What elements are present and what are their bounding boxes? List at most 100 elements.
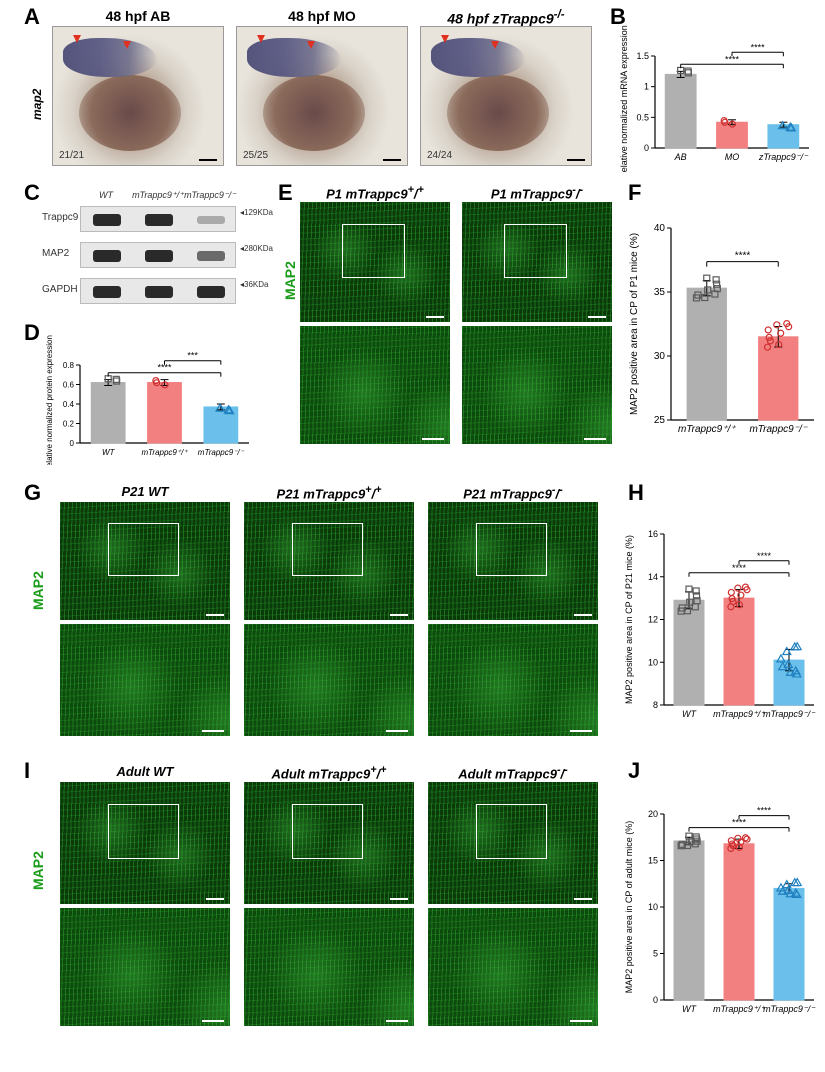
- scale-bar: [574, 898, 592, 900]
- fluor-title: Adult WT: [60, 764, 230, 779]
- scale-bar: [386, 1020, 408, 1022]
- svg-text:14: 14: [648, 572, 658, 582]
- arrowhead-icon: [491, 41, 499, 49]
- fluor-image-zoom: [60, 908, 230, 1026]
- fluor-title: P21 WT: [60, 484, 230, 499]
- scale-bar: [567, 159, 585, 161]
- wb-lane-label: mTrappc9⁺/⁺: [132, 190, 184, 201]
- wb-kda: ◂129KDa: [240, 208, 273, 217]
- svg-text:****: ****: [751, 42, 766, 52]
- wb-row-label: MAP2: [42, 248, 69, 259]
- western-blot: WTmTrappc9⁺/⁺mTrappc9⁻/⁻Trappc9◂129KDaMA…: [48, 192, 248, 312]
- fluor-title: P21 mTrappc9+/+: [244, 484, 414, 501]
- svg-text:****: ****: [757, 806, 772, 816]
- fluor-image-top: [428, 502, 598, 620]
- fluor-image-zoom: [244, 624, 414, 736]
- scale-bar: [422, 438, 444, 440]
- ish-image-0: 21/21: [52, 26, 224, 166]
- fluor-title: Adult mTrappc9-/-: [428, 764, 598, 781]
- svg-text:Relative normalized mRNA expre: Relative normalized mRNA expression: [619, 25, 629, 172]
- svg-text:mTrappc9⁻/⁻: mTrappc9⁻/⁻: [198, 448, 245, 457]
- wb-kda: ◂36KDa: [240, 280, 268, 289]
- panel-label-e: E: [278, 180, 293, 206]
- wb-lane-label: mTrappc9⁻/⁻: [184, 190, 236, 201]
- svg-text:1: 1: [644, 82, 649, 92]
- svg-text:1.5: 1.5: [636, 51, 649, 61]
- svg-text:mTrappc9⁻/⁻: mTrappc9⁻/⁻: [749, 424, 807, 435]
- wb-band: [93, 286, 122, 298]
- scale-bar: [570, 730, 592, 732]
- wb-band: [197, 286, 226, 298]
- zoom-box: [108, 804, 179, 859]
- fluor-image-zoom: [300, 326, 450, 444]
- svg-text:10: 10: [648, 657, 658, 667]
- zoom-box: [342, 224, 405, 278]
- fluor-title: P1 mTrappc9-/-: [462, 184, 612, 201]
- svg-text:WT: WT: [682, 1004, 697, 1014]
- fluor-image-top: [60, 782, 230, 904]
- svg-text:15: 15: [648, 856, 658, 866]
- n-count: 21/21: [59, 150, 84, 161]
- panel-e-row-label: MAP2: [282, 261, 298, 300]
- svg-text:mTrappc9⁺/⁺: mTrappc9⁺/⁺: [141, 448, 188, 457]
- svg-text:mTrappc9⁺/⁺: mTrappc9⁺/⁺: [678, 424, 736, 435]
- chart-d: 00.20.40.60.8Relative normalized protein…: [40, 335, 255, 465]
- svg-text:5: 5: [653, 949, 658, 959]
- fluor-image-top: [60, 502, 230, 620]
- ish-image-2: 24/24: [420, 26, 592, 166]
- panel-label-d: D: [24, 320, 40, 346]
- svg-text:0: 0: [70, 439, 75, 448]
- panel-a-title-1: 48 hpf MO: [236, 8, 408, 24]
- svg-text:WT: WT: [102, 448, 116, 457]
- svg-text:10: 10: [648, 902, 658, 912]
- fluor-title: Adult mTrappc9+/+: [244, 764, 414, 781]
- arrowhead-icon: [123, 41, 131, 49]
- svg-text:25: 25: [654, 415, 666, 426]
- ish-image-1: 25/25: [236, 26, 408, 166]
- wb-band: [93, 250, 122, 262]
- panel-label-a: A: [24, 4, 40, 30]
- zoom-box: [108, 523, 179, 576]
- scale-bar: [426, 316, 444, 318]
- zoom-box: [292, 523, 363, 576]
- svg-text:***: ***: [187, 351, 198, 361]
- svg-text:****: ****: [735, 251, 751, 262]
- svg-text:40: 40: [654, 223, 666, 234]
- fluor-image-top: [244, 502, 414, 620]
- zoom-box: [292, 804, 363, 859]
- fluor-image-zoom: [428, 908, 598, 1026]
- panel-label-i: I: [24, 758, 30, 784]
- arrowhead-icon: [257, 35, 265, 43]
- fluor-title: P21 mTrappc9-/-: [428, 484, 598, 501]
- scale-bar: [390, 898, 408, 900]
- svg-text:AB: AB: [674, 152, 687, 162]
- panel-a-row-label: map2: [30, 89, 44, 120]
- panel-i-row-label: MAP2: [30, 851, 46, 890]
- fluor-image-zoom: [244, 908, 414, 1026]
- zoom-box: [504, 224, 567, 278]
- fluor-image-top: [300, 202, 450, 322]
- svg-text:35: 35: [654, 287, 666, 298]
- svg-text:MAP2 positive area in CP of P1: MAP2 positive area in CP of P1 mice (%): [629, 233, 640, 415]
- fluor-image-zoom: [462, 326, 612, 444]
- scale-bar: [383, 159, 401, 161]
- svg-text:mTrappc9⁻/⁻: mTrappc9⁻/⁻: [763, 709, 816, 719]
- scale-bar: [584, 438, 606, 440]
- wb-band: [145, 286, 174, 298]
- chart-j: 05101520MAP2 positive area in CP of adul…: [620, 780, 820, 1030]
- scale-bar: [574, 614, 592, 616]
- chart-b: 00.511.5Relative normalized mRNA express…: [615, 22, 815, 172]
- svg-text:Relative normalized protein ex: Relative normalized protein expression: [45, 335, 54, 465]
- wb-band: [145, 214, 174, 226]
- scale-bar: [202, 730, 224, 732]
- panel-label-g: G: [24, 480, 41, 506]
- svg-text:0.5: 0.5: [636, 112, 649, 122]
- scale-bar: [206, 898, 224, 900]
- arrowhead-icon: [73, 35, 81, 43]
- n-count: 24/24: [427, 150, 452, 161]
- svg-text:0.2: 0.2: [63, 420, 75, 429]
- svg-text:****: ****: [757, 551, 772, 561]
- svg-text:16: 16: [648, 529, 658, 539]
- scale-bar: [588, 316, 606, 318]
- svg-text:mTrappc9⁻/⁻: mTrappc9⁻/⁻: [763, 1004, 816, 1014]
